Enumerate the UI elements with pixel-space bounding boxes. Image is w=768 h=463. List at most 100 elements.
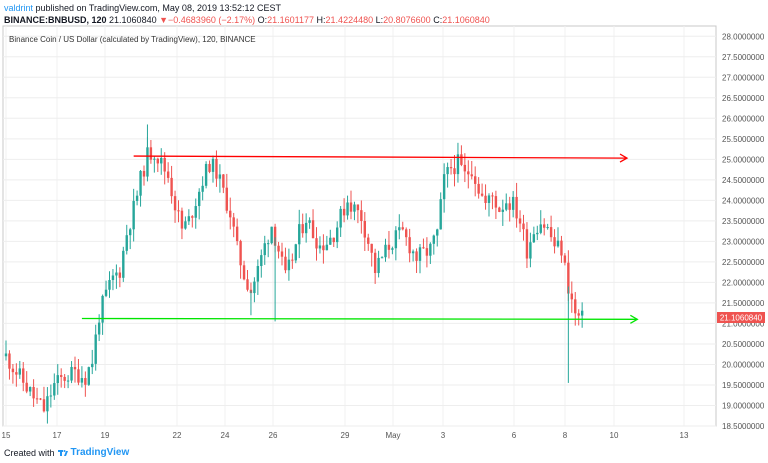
candle-body	[208, 163, 211, 172]
trendlines[interactable]	[81, 153, 639, 324]
candle-body	[391, 248, 394, 250]
candle-body	[411, 251, 415, 254]
candle-body	[418, 247, 422, 261]
candle-body	[515, 196, 518, 219]
chart-title: Binance Coin / US Dollar (calculated by …	[9, 35, 256, 44]
candle-body	[187, 216, 191, 222]
time-axis[interactable]: 15 17 19 22 24 26 29 May 3 6 8 10 13	[2, 431, 689, 440]
y-tick-label: 26.0000000	[722, 114, 765, 123]
candle-body	[384, 244, 387, 258]
candle-body	[177, 210, 180, 212]
price-axis[interactable]: 18.5000000 19.0000000 19.5000000 20.0000000…	[722, 32, 765, 431]
candle-body	[163, 157, 166, 172]
candle-body	[422, 247, 425, 249]
down-arrow-icon: ▼	[159, 15, 169, 25]
candle-body	[315, 238, 318, 249]
candle-body	[394, 230, 398, 249]
y-tick-label: 22.5000000	[722, 258, 765, 267]
candle-body	[349, 202, 353, 212]
high-value: 21.4224480	[325, 15, 374, 25]
candle-body	[291, 259, 294, 261]
candle-body	[280, 251, 284, 257]
candle-body	[49, 395, 53, 397]
support-line[interactable]	[81, 317, 638, 320]
candle-body	[11, 368, 15, 373]
candle-body	[308, 220, 311, 223]
candle-body	[156, 158, 159, 164]
candle-body	[222, 174, 225, 188]
candle-body	[322, 245, 325, 251]
candle-body	[498, 207, 501, 212]
candle-body	[463, 164, 467, 172]
x-tick-label: 19	[101, 431, 110, 440]
candle-body	[46, 396, 49, 412]
candle-body	[184, 221, 187, 229]
candle-body	[356, 204, 360, 211]
close-label: C:	[433, 15, 443, 25]
low-label: L:	[375, 15, 384, 25]
x-tick-label: 17	[53, 431, 62, 440]
candle-body	[518, 218, 522, 224]
candle-body	[529, 242, 532, 259]
candle-body	[580, 310, 584, 316]
candle-body	[442, 174, 446, 200]
candle-body	[353, 204, 356, 212]
candle-body	[460, 154, 463, 165]
x-tick-label: 13	[680, 431, 689, 440]
author-link[interactable]: valdrint	[4, 3, 34, 13]
candle-body	[522, 223, 525, 230]
x-tick-label: 15	[2, 431, 11, 440]
candle-body	[456, 154, 460, 175]
candle-body	[511, 196, 515, 210]
candle-body	[229, 210, 232, 218]
x-tick-label: 26	[269, 431, 278, 440]
candle-body	[94, 334, 97, 364]
candle-body	[346, 202, 349, 216]
low-value: 20.8076600	[383, 15, 431, 25]
candle-body	[342, 208, 346, 216]
open-label: O:	[257, 15, 268, 25]
candle-body	[287, 259, 291, 271]
candle-body	[194, 206, 197, 218]
candle-body	[42, 399, 46, 412]
candle-body	[494, 196, 498, 208]
candle-body	[218, 174, 222, 179]
candle-body	[425, 248, 429, 256]
candle-body	[398, 227, 401, 231]
candle-body	[539, 224, 542, 233]
candle-body	[298, 224, 301, 245]
candle-body	[387, 244, 391, 250]
candle-body	[211, 158, 215, 172]
resistance-line[interactable]	[133, 155, 628, 159]
candle-body	[70, 366, 73, 381]
candle-body	[122, 250, 125, 278]
candle-body	[80, 378, 84, 383]
candle-body	[22, 368, 25, 383]
x-tick-label: May	[385, 431, 400, 440]
candle-body	[405, 229, 408, 238]
candle-body	[360, 210, 363, 222]
y-tick-label: 28.0000000	[722, 32, 765, 41]
y-tick-label: 23.0000000	[722, 237, 765, 246]
candle-body	[132, 200, 135, 230]
candle-body	[170, 177, 173, 197]
candle-body	[232, 217, 235, 227]
candle-body	[453, 168, 456, 175]
y-tick-label: 23.5000000	[722, 217, 765, 226]
candle-body	[560, 240, 563, 256]
candle-body	[101, 295, 104, 323]
candle-body	[142, 170, 146, 177]
candle-body	[53, 383, 56, 396]
candle-body	[318, 245, 322, 249]
y-tick-label: 25.0000000	[722, 155, 765, 164]
candle-body	[18, 368, 21, 375]
symbol-label: BINANCE:BNBUSD, 120	[4, 15, 107, 25]
candle-body	[329, 237, 332, 245]
candle-body	[270, 226, 273, 244]
ohlc-header: BINANCE:BNBUSD, 120 21.1060840 ▼−0.46839…	[4, 15, 490, 25]
candle-body	[570, 293, 573, 300]
tradingview-brand[interactable]: TradingView	[70, 447, 130, 458]
candle-body	[198, 191, 201, 207]
candle-body	[325, 244, 329, 251]
